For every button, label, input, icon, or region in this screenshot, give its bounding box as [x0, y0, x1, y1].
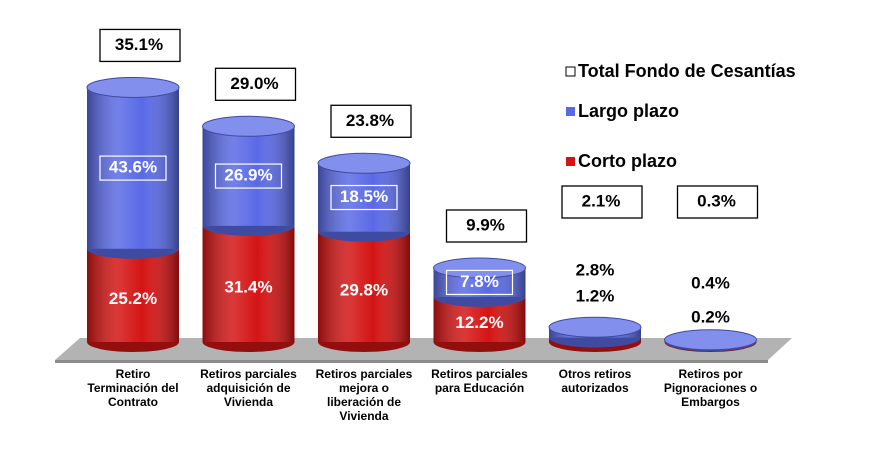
legend-swatch: [566, 107, 575, 116]
value-label: 2.8%: [576, 261, 615, 280]
value-label: 0.4%: [691, 273, 730, 292]
x-tick-label: Retiros parciales para Educación: [431, 367, 528, 395]
value-label: 12.2%: [455, 313, 503, 332]
legend-swatch: [566, 157, 575, 166]
value-label: 1.2%: [576, 287, 615, 306]
legend-label: Corto plazo: [578, 151, 677, 171]
value-label: 0.2%: [691, 307, 730, 326]
cylinder-top: [86, 76, 180, 98]
x-tick-label: Retiros por Pignoraciones o Embargos: [663, 367, 758, 409]
value-label: 26.9%: [224, 166, 272, 185]
total-label: 23.8%: [346, 111, 394, 130]
segment-shade: [87, 248, 179, 342]
x-tick-label: Retiro Terminación del Contrato: [87, 367, 179, 409]
value-label: 7.8%: [460, 272, 499, 291]
value-label-box: [445, 269, 514, 296]
cylinder-top: [317, 152, 411, 174]
x-tick-label: Otros retiros autorizados: [558, 367, 632, 395]
total-label: 2.1%: [582, 191, 621, 210]
value-label-box: [99, 155, 167, 181]
total-label-box: [445, 209, 528, 243]
legend-label: Largo plazo: [578, 101, 679, 121]
segment-shade: [202, 225, 295, 342]
segment-shade: [318, 163, 410, 232]
value-label: 29.8%: [340, 280, 388, 299]
legend-label: Total Fondo de Cesantías: [578, 61, 796, 81]
value-label-box: [214, 163, 283, 189]
floor-edge: [55, 360, 768, 363]
total-label: 29.0%: [230, 74, 278, 93]
total-label-box: [561, 185, 643, 219]
x-tick-label: Retiros parciales mejora o liberación de…: [315, 367, 413, 423]
total-label-box: [99, 28, 181, 63]
value-label: 25.2%: [109, 289, 157, 308]
value-label-box: [330, 184, 398, 211]
total-label: 35.1%: [115, 35, 163, 54]
total-label-box: [330, 104, 412, 138]
segment-shade: [202, 126, 295, 226]
total-label-box: [214, 67, 297, 101]
total-label-box: [676, 185, 759, 219]
value-label: 31.4%: [224, 277, 272, 296]
legend-swatch: [565, 66, 576, 77]
cylinder-top: [548, 316, 642, 338]
total-label: 0.3%: [697, 191, 736, 210]
value-label: 18.5%: [340, 187, 388, 206]
cylinder-top: [202, 115, 295, 137]
cylinder-top: [664, 329, 757, 351]
segment-shade: [87, 87, 179, 249]
x-tick-label: Retiros parciales adquisición de Viviend…: [200, 367, 297, 409]
cylinder-top: [433, 257, 526, 279]
segment-shade: [318, 231, 410, 342]
value-label: 43.6%: [109, 158, 157, 177]
total-label: 9.9%: [466, 215, 505, 234]
